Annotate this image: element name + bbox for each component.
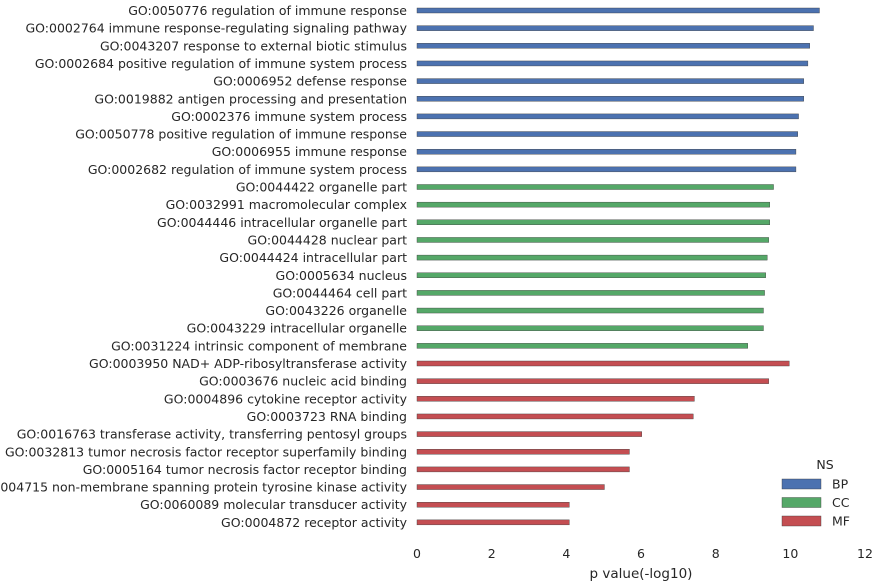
category-label: GO:0004715 non-membrane spanning protein…: [0, 480, 408, 495]
category-label: GO:0043207 response to external biotic s…: [100, 38, 407, 53]
category-label: GO:0016763 transferase activity, transfe…: [17, 427, 407, 442]
category-label: GO:0044422 organelle part: [236, 180, 407, 195]
legend-entry: MF: [781, 514, 850, 529]
category-label: GO:0043226 organelle: [265, 303, 407, 318]
legend-swatch: [781, 515, 822, 527]
bar: [416, 272, 766, 278]
x-tick-label: 2: [488, 546, 496, 561]
bar: [416, 78, 804, 84]
x-tick-label: 4: [562, 546, 570, 561]
category-label: GO:0004896 cytokine receptor activity: [164, 391, 408, 406]
category-label: GO:0031224 intrinsic component of membra…: [111, 338, 407, 353]
bars-layer: [416, 7, 820, 526]
bar: [416, 219, 770, 226]
x-tick-label: 10: [782, 546, 798, 561]
bar: [416, 325, 764, 331]
category-label: GO:0044424 intracellular part: [219, 250, 407, 265]
bar: [416, 413, 694, 420]
legend-label: BP: [832, 477, 849, 492]
category-label: GO:0050778 positive regulation of immune…: [75, 127, 407, 142]
x-axis-label: p value(-log10): [590, 566, 693, 582]
bar: [416, 25, 814, 31]
legend-swatch: [781, 478, 822, 490]
category-label: GO:0060089 molecular transducer activity: [140, 497, 408, 512]
category-label: GO:0002684 positive regulation of immune…: [35, 56, 407, 71]
bar: [416, 184, 774, 190]
legend-title: NS: [816, 457, 833, 472]
category-label: GO:0004872 receptor activity: [221, 515, 408, 530]
bar: [416, 307, 764, 314]
bar: [416, 378, 769, 384]
bar: [416, 96, 804, 102]
bar: [416, 431, 642, 437]
bar: [416, 466, 630, 473]
bar: [416, 237, 769, 243]
legend-label: MF: [832, 514, 850, 529]
category-labels: GO:0050776 regulation of immune response…: [0, 3, 408, 530]
bar: [416, 290, 765, 296]
x-axis-ticks: 0 2 4 6 8 10 12: [413, 546, 873, 561]
category-label: GO:0019882 antigen processing and presen…: [94, 91, 407, 106]
legend-swatch: [781, 497, 822, 508]
legend-entry: CC: [781, 495, 850, 510]
category-label: GO:0002682 regulation of immune system p…: [88, 162, 407, 177]
x-tick-label: 0: [413, 546, 421, 561]
bar: [416, 502, 570, 508]
category-label: GO:0044428 nuclear part: [248, 232, 408, 247]
legend-label: CC: [832, 495, 850, 510]
bar: [416, 43, 810, 49]
bar: [416, 484, 605, 490]
category-label: GO:0006952 defense response: [213, 74, 407, 89]
category-label: GO:0003676 nucleic acid binding: [199, 374, 407, 389]
bar: [416, 360, 790, 367]
bar: [416, 343, 748, 349]
bar: [416, 113, 799, 120]
bar: [416, 201, 770, 208]
bar: [416, 148, 797, 155]
category-label: GO:0006955 immune response: [212, 144, 408, 159]
bar: [416, 131, 798, 137]
category-label: GO:0050776 regulation of immune response: [128, 3, 407, 18]
bar: [416, 60, 809, 67]
category-label: GO:0005634 nucleus: [276, 268, 407, 283]
bar: [416, 449, 630, 455]
category-label: GO:0032813 tumor necrosis factor recepto…: [5, 444, 407, 459]
x-tick-label: 6: [637, 546, 645, 561]
category-label: GO:0044446 intracellular organelle part: [157, 215, 407, 230]
bar: [416, 519, 570, 526]
x-tick-label: 12: [857, 546, 873, 561]
category-label: GO:0003950 NAD+ ADP-ribosyltransferase a…: [89, 356, 408, 371]
category-label: GO:0043229 intracellular organelle: [187, 321, 408, 336]
bar: [416, 166, 797, 173]
legend: NS BP CC MF: [781, 457, 850, 529]
legend-entry: BP: [781, 477, 849, 492]
category-label: GO:0032991 macromolecular complex: [166, 197, 407, 212]
category-label: GO:0044464 cell part: [273, 285, 407, 300]
bar: [416, 396, 695, 402]
legend-entries: BP CC MF: [781, 477, 850, 529]
category-label: GO:0005164 tumor necrosis factor recepto…: [83, 462, 407, 477]
category-label: GO:0002764 immune response-regulating si…: [25, 21, 407, 36]
x-tick-label: 8: [712, 546, 720, 561]
bar: [416, 7, 820, 14]
category-label: GO:0003723 RNA binding: [247, 409, 407, 424]
bar: [416, 254, 768, 261]
category-label: GO:0002376 immune system process: [171, 109, 407, 124]
